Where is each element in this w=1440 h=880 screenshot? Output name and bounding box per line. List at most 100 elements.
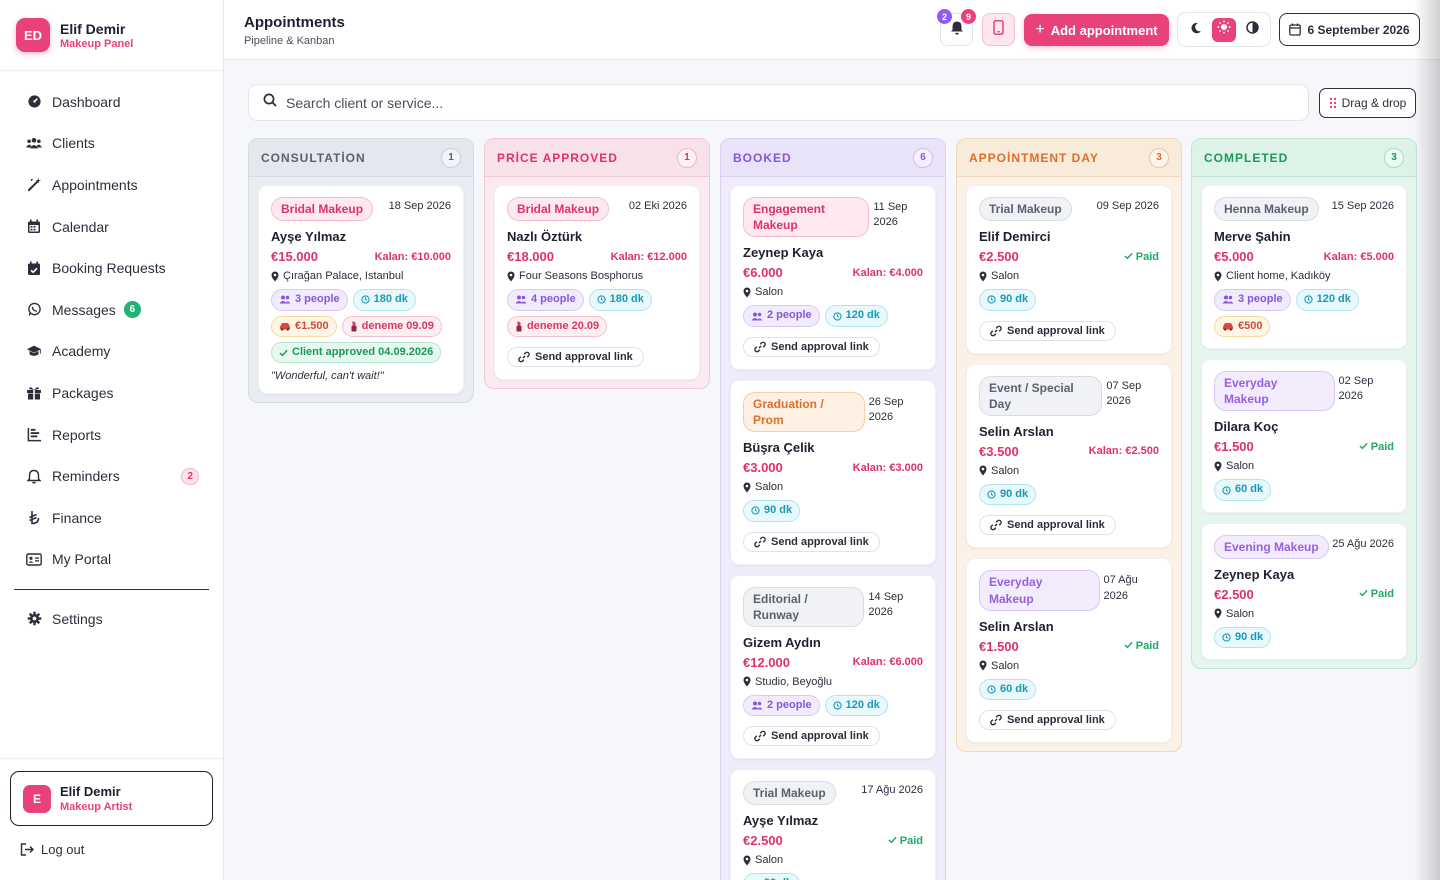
sidebar-item-my-portal[interactable]: My Portal xyxy=(0,539,223,581)
column-body: Bridal Makeup 02 Eki 2026 Nazlı Öztürk €18.… xyxy=(485,177,709,388)
sidebar-item-clients[interactable]: Clients xyxy=(0,123,223,165)
sidebar-item-calendar[interactable]: Calendar xyxy=(0,206,223,248)
price-row: €2.500 Paid xyxy=(979,249,1159,264)
price-row: €2.500 Paid xyxy=(743,833,923,848)
sidebar-item-label: Reminders xyxy=(52,468,120,485)
people-icon xyxy=(1222,295,1234,304)
logout-icon xyxy=(20,843,34,856)
location-label: Salon xyxy=(755,286,784,299)
sidebar-item-dashboard[interactable]: Dashboard xyxy=(0,81,223,123)
check-icon xyxy=(1124,640,1133,652)
client-name: Ayşe Yılmaz xyxy=(743,813,819,829)
send-approval-link-label: Send approval link xyxy=(1007,324,1105,337)
price-row: €1.500 Paid xyxy=(1214,439,1394,454)
appointment-card[interactable]: Bridal Makeup 18 Sep 2026 Ayşe Yılmaz €15.0… xyxy=(258,185,464,395)
system-theme-button[interactable] xyxy=(1240,18,1264,42)
paid-status: Paid xyxy=(1124,251,1159,263)
send-approval-link-button[interactable]: Send approval link xyxy=(979,710,1116,731)
send-approval-link-label: Send approval link xyxy=(771,340,869,353)
sidebar-item-finance[interactable]: Finance xyxy=(0,497,223,539)
add-appointment-button[interactable]: + Add appointment xyxy=(1024,14,1169,46)
price-value: €2.500 xyxy=(743,833,783,849)
send-approval-link-button[interactable]: Send approval link xyxy=(743,336,880,357)
card-header: Everyday Makeup 07 Ağu 2026 xyxy=(979,570,1159,611)
date-picker-button[interactable]: 6 September 2026 xyxy=(1279,13,1420,46)
appointment-card[interactable]: Henna Makeup 15 Sep 2026 Merve Şahin €5.000… xyxy=(1201,185,1407,349)
mobile-view-button[interactable] xyxy=(982,13,1015,46)
dark-mode-button[interactable] xyxy=(1184,18,1208,42)
duration-chip: 60 dk xyxy=(1214,479,1272,501)
sidebar-item-label: Packages xyxy=(52,384,114,401)
appointment-card[interactable]: Everyday Makeup 02 Sep 2026 Dilara Koç €1.5… xyxy=(1201,358,1407,513)
sidebar-item-academy[interactable]: Academy xyxy=(0,331,223,373)
card-header: Engagement Makeup 11 Sep 2026 xyxy=(743,197,923,238)
appointment-card[interactable]: Trial Makeup 09 Sep 2026 Elif Demirci €2.50… xyxy=(966,185,1172,354)
clock-icon xyxy=(987,490,996,499)
sidebar-item-settings[interactable]: Settings xyxy=(0,598,223,640)
price-value: €15.000 xyxy=(271,249,318,265)
appointment-card[interactable]: Evening Makeup 25 Ağu 2026 Zeynep Kaya €2.5… xyxy=(1201,522,1407,661)
column-body: Trial Makeup 09 Sep 2026 Elif Demirci €2.50… xyxy=(957,177,1181,751)
remaining-amount: Kalan: €3.000 xyxy=(852,461,923,474)
column-title: CONSULTATİON xyxy=(261,150,366,165)
duration-chip: 120 dk xyxy=(1295,289,1359,311)
price-value: €2.500 xyxy=(1214,586,1254,602)
messages-badge: 6 xyxy=(123,301,141,319)
notifications-button[interactable]: 2 9 xyxy=(937,9,976,46)
price-row: €18.000 Kalan: €12.000 xyxy=(507,249,687,264)
appointment-card[interactable]: Everyday Makeup 07 Ağu 2026 Selin Arslan €1… xyxy=(966,558,1172,744)
send-approval-link-button[interactable]: Send approval link xyxy=(979,515,1116,536)
duration-chip: 120 dk xyxy=(824,694,888,717)
appointment-card[interactable]: Trial Makeup 17 Ağu 2026 Ayşe Yılmaz €2.500… xyxy=(730,769,936,880)
duration-value: 90 dk xyxy=(1000,293,1029,306)
location: Client home, Kadıköy xyxy=(1214,270,1394,282)
user-card[interactable]: E Elif Demir Makeup Artist xyxy=(10,771,213,826)
duration-value: 90 dk xyxy=(1235,630,1264,643)
paid-label: Paid xyxy=(1135,250,1159,263)
appointment-card[interactable]: Editorial / Runway 14 Sep 2026 Gizem Aydın… xyxy=(730,574,936,760)
approved-chip: Client approved 04.09.2026 xyxy=(271,341,442,364)
map-pin-icon xyxy=(743,482,751,493)
send-approval-link-button[interactable]: Send approval link xyxy=(743,726,880,747)
sidebar-item-appointments[interactable]: Appointments xyxy=(0,164,223,206)
price-value: €3.500 xyxy=(979,443,1019,459)
send-approval-link-button[interactable]: Send approval link xyxy=(979,320,1116,341)
price-value: €2.500 xyxy=(979,249,1019,265)
sidebar-item-messages[interactable]: Messages 6 xyxy=(0,289,223,331)
appointment-card[interactable]: Graduation / Prom 26 Sep 2026 Büşra Çelik €… xyxy=(730,379,936,565)
trial-chip: deneme 09.09 xyxy=(341,315,442,337)
notification-count-badge: 2 xyxy=(937,9,952,24)
drag-drop-button[interactable]: Drag & drop xyxy=(1319,88,1416,118)
map-pin-icon xyxy=(743,287,751,298)
car-icon xyxy=(1222,322,1234,331)
remaining-amount: Kalan: €10.000 xyxy=(374,250,451,263)
appointment-card[interactable]: Engagement Makeup 11 Sep 2026 Zeynep Kaya €… xyxy=(730,185,936,370)
appointment-date: 26 Sep 2026 xyxy=(868,395,904,424)
sidebar-item-label: Booking Requests xyxy=(52,260,166,277)
client-name: Selin Arslan xyxy=(979,423,1054,439)
column-header: BOOKED 6 xyxy=(721,139,945,177)
appointment-card[interactable]: Bridal Makeup 02 Eki 2026 Nazlı Öztürk €18.… xyxy=(494,185,700,380)
appointment-card[interactable]: Event / Special Day 07 Sep 2026 Selin Arsl… xyxy=(966,363,1172,549)
sidebar-item-packages[interactable]: Packages xyxy=(0,372,223,414)
search-input[interactable] xyxy=(286,94,1186,111)
column-count-badge: 1 xyxy=(677,147,697,168)
column-title: PRİCE APPROVED xyxy=(497,150,618,165)
sidebar-item-reports[interactable]: Reports xyxy=(0,414,223,456)
service-tag: Editorial / Runway xyxy=(743,586,865,627)
service-tag: Everyday Makeup xyxy=(979,570,1100,611)
people-count: 4 people xyxy=(531,293,576,306)
send-approval-link-button[interactable]: Send approval link xyxy=(507,346,644,367)
brand-name: Elif Demir xyxy=(60,20,126,37)
kanban-column: PRİCE APPROVED 1 Bridal Makeup 02 Eki 2026 N… xyxy=(484,138,710,389)
sidebar-item-reminders[interactable]: Reminders 2 xyxy=(0,455,223,497)
logout-button[interactable]: Log out xyxy=(20,842,84,857)
search-bar xyxy=(248,84,1309,121)
send-approval-link-button[interactable]: Send approval link xyxy=(743,531,880,552)
sidebar-item-booking-requests[interactable]: Booking Requests xyxy=(0,247,223,289)
card-chips: 60 dk xyxy=(1214,479,1394,501)
location-label: Salon xyxy=(755,854,784,867)
sidebar-nav: Dashboard Clients Appointments Calendar … xyxy=(0,71,223,640)
people-count: 3 people xyxy=(295,293,340,306)
light-mode-button[interactable] xyxy=(1212,17,1236,42)
